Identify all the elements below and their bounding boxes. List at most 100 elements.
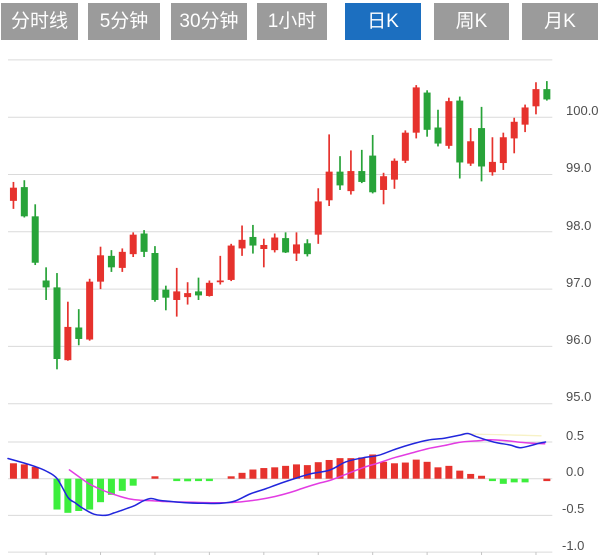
macd-histogram-bar [53,478,61,510]
candle-body [303,243,311,255]
macd-axis-label-n1: -1.0 [562,538,585,553]
candle-body [510,121,518,139]
candle-body [369,155,377,193]
candle-wick [491,137,494,176]
candle-body [390,160,398,180]
tab-timeline[interactable]: 分时线 [1,3,78,40]
macd-histogram-bar [20,464,28,479]
candle-body [20,187,28,217]
candle-wick [164,285,167,311]
macd-histogram-bar [467,473,475,479]
macd-histogram-bar [195,478,203,482]
candle-body [173,291,181,300]
macd-histogram-bar [314,462,322,479]
price-axis-label-99: 99.0 [566,160,592,175]
candle-body [140,233,148,252]
candle-body [380,176,388,190]
macd-histogram-bar [510,478,518,483]
candle-wick [197,277,200,300]
tab-30min[interactable]: 30分钟 [171,3,247,40]
macd-histogram-bar [184,478,192,482]
candle-body [434,127,442,144]
candle-body [325,171,333,201]
candle-body [423,92,431,130]
macd-histogram-bar [260,468,268,479]
macd-histogram-bar [499,478,507,484]
candle-wick [219,255,222,285]
candle-body [86,281,94,340]
macd-axis-label-0p5: 0.5 [566,428,585,443]
macd-dea-line [68,439,546,504]
macd-hint-line [461,432,542,437]
candle-body [412,87,420,133]
candle-wick [328,134,330,207]
macd-axis-label-n0p5: -0.5 [562,501,585,516]
macd-axis-label-0: 0.0 [566,464,585,479]
candle-body [97,255,105,282]
candle-body [75,327,83,339]
macd-histogram-bar [456,470,464,479]
macd-histogram-bar [75,478,83,511]
macd-histogram-bar [292,464,300,479]
candle-body [358,171,366,182]
candle-body [543,89,551,100]
tab-5min[interactable]: 5分钟 [88,3,160,40]
candle-body [445,101,453,146]
candle-body [238,239,246,249]
candle-body [64,326,72,361]
candle-body [478,128,486,167]
macd-histogram-bar [107,478,115,495]
candle-body [129,234,137,255]
candle-body [31,216,39,263]
tab-daily-k[interactable]: 日K [345,3,421,40]
candle-body [271,237,279,251]
macd-histogram-bar [543,478,551,482]
candle-body [107,255,115,268]
macd-histogram-bar [325,459,333,479]
tab-monthly-k[interactable]: 月K [522,3,598,40]
candle-body [9,187,17,201]
macd-histogram-bar [205,478,213,482]
candle-body [292,244,300,254]
macd-histogram-bar [434,467,442,479]
macd-histogram-bar [9,463,17,479]
macd-histogram-bar [31,466,39,479]
macd-histogram-bar [412,459,420,479]
price-axis-label-97: 97.0 [566,275,592,290]
candle-body [42,280,50,288]
macd-histogram-bar [401,462,409,479]
candle-body [401,132,409,161]
candle-body [456,100,464,163]
macd-histogram-bar [118,478,126,491]
candle-body [282,238,290,253]
candle-body [151,253,159,300]
macd-histogram-bar [488,478,496,482]
candle-body [184,293,192,298]
price-axis-label-96: 96.0 [566,332,592,347]
price-axis-label-95: 95.0 [566,389,592,404]
candle-body [467,141,475,164]
macd-histogram-bar [271,467,279,479]
macd-histogram-bar [369,454,377,479]
macd-histogram-bar [336,458,344,479]
candle-body [260,244,268,249]
price-axis-label-98: 98.0 [566,218,592,233]
macd-histogram-bar [86,478,94,510]
macd-histogram-bar [151,476,159,479]
tab-weekly-k[interactable]: 周K [434,3,509,40]
macd-histogram-bar [249,469,257,479]
timeframe-tabbar: 分时线 5分钟 30分钟 1小时 日K 周K 月K [0,0,609,45]
macd-histogram-bar [64,478,72,513]
candle-body [216,280,224,283]
macd-histogram-bar [97,478,105,503]
candle-wick [360,149,363,184]
candle-body [53,287,61,360]
candle-body [249,236,257,246]
macd-histogram-bar [173,478,181,482]
macd-dif-line [7,432,547,517]
candle-body [205,282,213,296]
tab-1hour[interactable]: 1小时 [257,3,327,40]
macd-histogram-bar [445,465,453,479]
macd-histogram-bar [347,458,355,479]
